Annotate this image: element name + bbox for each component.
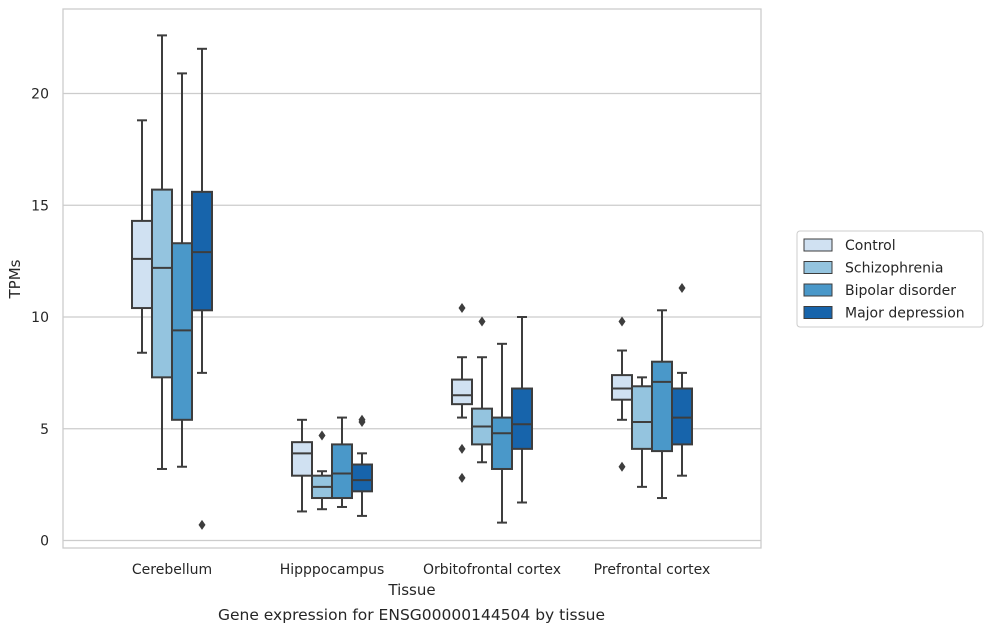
outlier-point [458, 472, 466, 483]
x-tick-label: Cerebellum [132, 562, 212, 578]
box-control [451, 303, 473, 483]
legend-frame [796, 230, 984, 328]
box-major-depression [671, 282, 693, 477]
outlier-point [358, 414, 366, 425]
figure-caption: Gene expression for ENSG00000144504 by t… [217, 606, 606, 624]
x-tick-label: Hipppocampus [280, 562, 385, 578]
legend-swatch [803, 306, 833, 319]
box-body [151, 188, 173, 379]
outlier-point [458, 303, 466, 314]
box-body [191, 190, 213, 312]
y-axis-title: TPMs [6, 259, 24, 299]
outlier-point [618, 461, 626, 472]
outlier-point [198, 519, 206, 530]
y-tick-label: 0 [40, 534, 49, 550]
box-bipolar-disorder [171, 72, 193, 468]
box-body [291, 441, 313, 477]
y-tick-label: 10 [31, 310, 49, 326]
legend: Control Schizophrenia Bipolar disorder Majo… [796, 230, 984, 328]
y-tick-label: 20 [31, 87, 49, 103]
box-body [331, 443, 353, 500]
x-axis-title: Tissue [387, 581, 435, 599]
box-major-depression [191, 47, 213, 530]
outlier-point [478, 316, 486, 327]
legend-swatch [803, 238, 833, 252]
y-tick-label: 15 [31, 198, 49, 214]
box-body [491, 416, 513, 470]
legend-swatch [803, 283, 833, 297]
outlier-point [678, 282, 686, 293]
box-body [611, 374, 633, 401]
y-tick-labels: 0 5 10 15 20 [31, 87, 49, 550]
box-major-depression [511, 316, 533, 504]
x-tick-labels: Cerebellum Hipppocampus Orbitofrontal cort… [132, 562, 710, 578]
legend-swatch [803, 261, 833, 274]
box-body [351, 463, 373, 493]
box-body [171, 242, 193, 421]
box-bipolar-disorder [491, 342, 513, 524]
x-tick-label: Prefrontal cortex [594, 562, 711, 578]
legend-label: Control [845, 238, 896, 254]
y-tick-label: 5 [40, 422, 49, 438]
box-schizophrenia [151, 34, 173, 470]
legend-label: Major depression [845, 306, 965, 322]
box-body [451, 378, 473, 406]
outlier-point [618, 316, 626, 327]
box-schizophrenia [471, 316, 493, 464]
outlier-point [458, 443, 466, 454]
box-body [511, 387, 533, 450]
box-body [131, 219, 153, 310]
box-control [611, 316, 633, 472]
box-body [671, 387, 693, 446]
box-body [631, 385, 653, 450]
boxes-layer [131, 34, 693, 530]
legend-label: Schizophrenia [845, 261, 943, 277]
x-tick-label: Orbitofrontal cortex [423, 562, 561, 578]
box-major-depression [351, 414, 373, 517]
box-body [651, 360, 673, 453]
legend-label: Bipolar disorder [845, 283, 956, 299]
box-control [291, 418, 313, 513]
box-control [131, 119, 153, 354]
outlier-point [318, 430, 326, 441]
